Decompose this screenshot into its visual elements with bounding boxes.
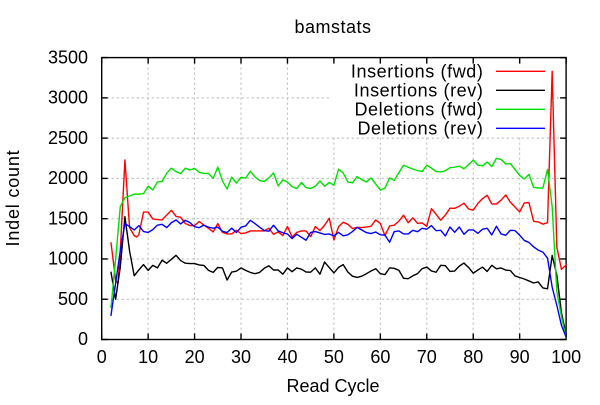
svg-text:30: 30: [231, 347, 251, 367]
svg-text:bamstats: bamstats: [294, 17, 371, 37]
svg-text:0: 0: [97, 347, 107, 367]
svg-text:Insertions (fwd): Insertions (fwd): [351, 61, 484, 81]
svg-text:80: 80: [463, 347, 483, 367]
svg-text:2500: 2500: [48, 128, 88, 148]
svg-text:60: 60: [370, 347, 390, 367]
svg-text:50: 50: [324, 347, 344, 367]
svg-text:10: 10: [138, 347, 158, 367]
svg-text:Insertions (rev): Insertions (rev): [354, 80, 484, 100]
svg-text:1500: 1500: [48, 208, 88, 228]
svg-text:20: 20: [185, 347, 205, 367]
svg-text:2000: 2000: [48, 168, 88, 188]
svg-text:90: 90: [510, 347, 530, 367]
svg-text:0: 0: [78, 329, 88, 349]
svg-text:Deletions (fwd): Deletions (fwd): [354, 99, 483, 119]
svg-text:100: 100: [551, 347, 581, 367]
svg-text:500: 500: [58, 289, 88, 309]
svg-text:Read Cycle: Read Cycle: [286, 376, 379, 396]
svg-text:3500: 3500: [48, 47, 88, 67]
svg-text:70: 70: [417, 347, 437, 367]
svg-text:40: 40: [277, 347, 297, 367]
svg-text:3000: 3000: [48, 88, 88, 108]
svg-text:1000: 1000: [48, 249, 88, 269]
svg-text:Deletions (rev): Deletions (rev): [357, 118, 483, 138]
svg-text:Indel count: Indel count: [3, 150, 23, 247]
